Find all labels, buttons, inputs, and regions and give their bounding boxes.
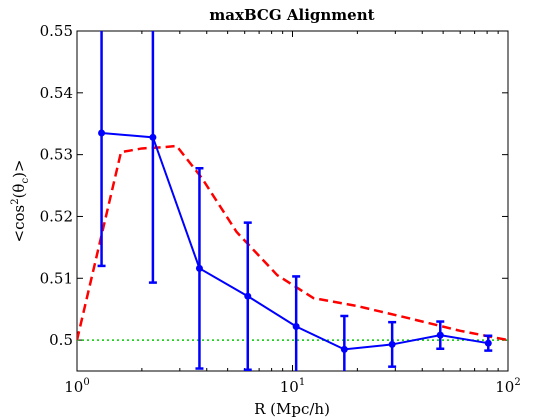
data-point <box>484 339 492 347</box>
data-point <box>292 322 300 330</box>
series-clip-group <box>77 31 508 371</box>
data-point <box>98 129 106 137</box>
data-point <box>340 345 348 353</box>
x-tick-label: 101 <box>280 377 305 396</box>
plot-area <box>76 30 509 372</box>
axis-ticks: 100 101 102 0.5 0.51 0.52 0.53 0.54 0.55 <box>40 22 521 396</box>
series-layer <box>77 31 508 371</box>
y-tick-label: 0.53 <box>40 146 73 164</box>
y-tick-label: 0.5 <box>49 331 73 349</box>
plot-frame <box>76 30 509 372</box>
y-tick-label: 0.54 <box>40 84 73 102</box>
data-point <box>388 340 396 348</box>
y-axis-label: <cos2(θc)> <box>10 160 31 243</box>
y-tick-label: 0.55 <box>40 22 73 40</box>
x-tick-label: 100 <box>64 377 89 396</box>
chart-title: maxBCG Alignment <box>209 6 374 24</box>
data-point <box>149 133 157 141</box>
model-curve <box>77 144 508 342</box>
y-tick-label: 0.51 <box>40 269 73 287</box>
x-tick-label: 102 <box>495 377 520 396</box>
y-tick-label: 0.52 <box>40 207 73 225</box>
x-axis-label: R (Mpc/h) <box>254 400 330 418</box>
data-point <box>195 264 203 272</box>
data-point <box>436 331 444 339</box>
data-point <box>244 292 252 300</box>
